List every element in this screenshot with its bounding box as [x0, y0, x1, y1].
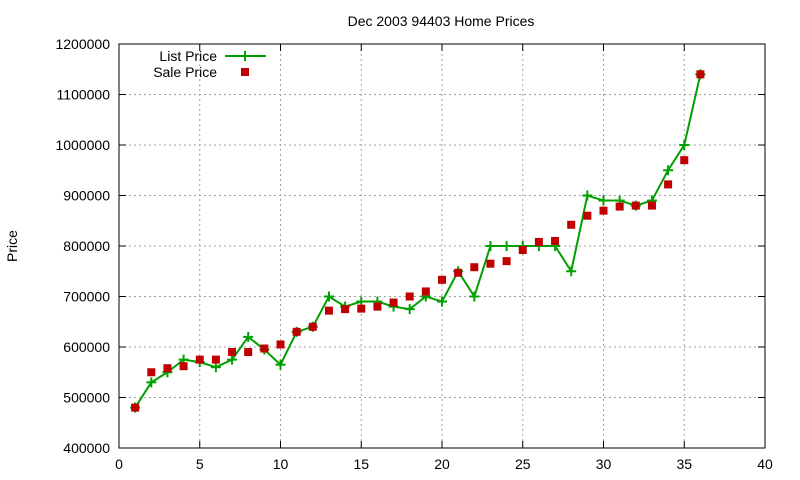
list-price-point	[323, 291, 334, 302]
grid-lines	[119, 44, 765, 448]
list-price-point	[501, 241, 512, 251]
x-tick-label: 15	[353, 456, 369, 472]
list-price-point	[275, 359, 286, 370]
sale-price-point	[680, 156, 689, 165]
sale-price-point	[583, 211, 592, 220]
list-price-point	[243, 331, 254, 342]
sale-price-point	[163, 364, 172, 373]
x-tick-label: 5	[196, 456, 204, 472]
sale-price-point	[373, 302, 382, 311]
sale-price-point	[276, 340, 285, 349]
list-price-point	[679, 140, 690, 150]
x-tick-label: 25	[515, 456, 531, 472]
axis-ticks: 400000 500000 600000 700000 800000 900000 1000…	[55, 36, 773, 472]
legend-label-list-price: List Price	[159, 48, 217, 64]
sale-price-point	[211, 355, 220, 364]
sale-price-point	[518, 246, 527, 255]
x-tick-label: 10	[273, 456, 289, 472]
y-tick-label: 1100000	[57, 87, 111, 103]
sale-price-point	[647, 201, 656, 210]
series-sale-price	[131, 70, 705, 412]
sale-price-point	[599, 206, 608, 215]
sale-price-point	[260, 344, 269, 353]
list-price-point	[663, 165, 674, 176]
y-tick-label: 900000	[63, 188, 110, 204]
legend-marker-list-price	[240, 51, 250, 61]
y-tick-label: 1200000	[55, 36, 110, 52]
sale-price-point	[195, 355, 204, 364]
sale-price-point	[470, 263, 479, 272]
sale-price-point	[244, 348, 253, 357]
list-price-point	[485, 241, 496, 251]
sale-price-point	[341, 305, 350, 314]
x-tick-label: 35	[676, 456, 692, 472]
sale-price-point	[308, 322, 317, 331]
x-tick-label: 0	[115, 456, 123, 472]
sale-price-point	[179, 362, 188, 371]
list-price-point	[146, 377, 157, 388]
sale-price-point	[551, 236, 560, 245]
sale-price-point	[696, 70, 705, 79]
sale-price-point	[664, 180, 673, 189]
y-tick-label: 400000	[63, 440, 110, 456]
y-tick-label: 1000000	[55, 137, 110, 153]
sale-price-point	[615, 202, 624, 211]
list-price-point	[469, 291, 480, 302]
y-tick-label: 500000	[63, 390, 110, 406]
y-tick-label: 600000	[63, 339, 110, 355]
list-price-point	[566, 266, 577, 277]
list-price-point	[582, 190, 593, 201]
x-tick-label: 40	[757, 456, 773, 472]
sale-price-point	[454, 268, 463, 277]
chart-title: Dec 2003 94403 Home Prices	[348, 13, 535, 29]
list-price-point	[598, 195, 609, 206]
sale-price-point	[292, 327, 301, 336]
sale-price-point	[421, 287, 430, 296]
sale-price-point	[631, 201, 640, 210]
series-layer	[130, 69, 706, 413]
sale-price-point	[131, 403, 140, 412]
sale-price-point	[486, 259, 495, 268]
x-tick-label: 20	[434, 456, 450, 472]
x-tick-label: 30	[596, 456, 612, 472]
sale-price-point	[405, 292, 414, 301]
legend-label-sale-price: Sale Price	[153, 64, 217, 80]
sale-price-point	[534, 237, 543, 246]
y-axis-label: Price	[4, 230, 20, 262]
sale-price-point	[389, 298, 398, 307]
y-tick-label: 700000	[63, 289, 110, 305]
sale-price-point	[502, 257, 511, 266]
list-price-point	[227, 354, 238, 365]
list-price-line	[134, 74, 702, 409]
sale-price-point	[357, 304, 366, 313]
list-price-point	[404, 304, 415, 315]
sale-price-point	[438, 275, 446, 284]
sale-price-point	[324, 306, 333, 315]
legend-marker-sale-price	[241, 68, 249, 76]
list-price-point	[437, 296, 447, 307]
list-price-point	[210, 362, 221, 373]
y-tick-label: 800000	[63, 238, 110, 254]
sale-price-point	[228, 348, 237, 357]
sale-price-point	[147, 368, 156, 377]
sale-price-point	[567, 220, 576, 229]
